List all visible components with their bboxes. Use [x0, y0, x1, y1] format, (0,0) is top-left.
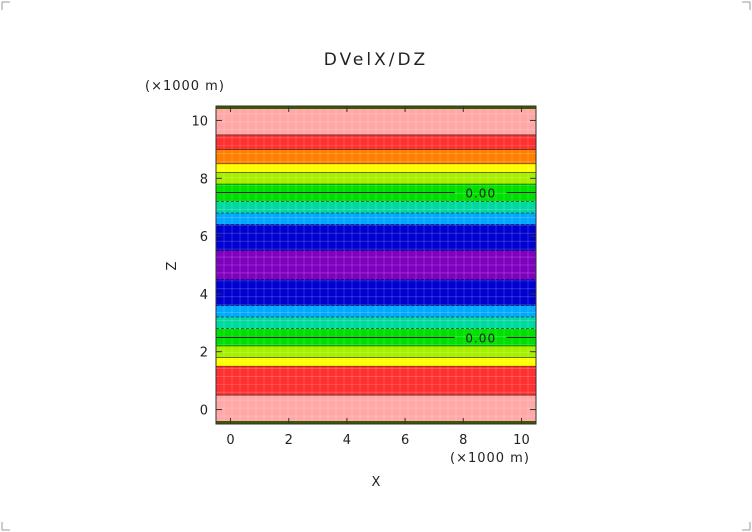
corner-mark-top-right: [742, 1, 751, 10]
heatmap-bands: [216, 106, 536, 424]
heatmap-band-16: [216, 134, 536, 150]
chart-title: DVelX/DZ: [324, 50, 428, 70]
heatmap-band-13: [216, 172, 536, 185]
heatmap-band-2: [216, 357, 536, 367]
x-tick-label-4: 4: [343, 433, 351, 448]
y-tick-label-6: 6: [200, 230, 208, 245]
x-tick-label-8: 8: [459, 433, 467, 448]
x-tick-label-0: 0: [226, 433, 234, 448]
y-tick-label-4: 4: [200, 288, 208, 303]
bottom-edge-strip: [216, 421, 536, 424]
heatmap-band-9: [216, 224, 536, 251]
x-axis-unit-label: (×1000 m): [450, 451, 530, 466]
x-axis-ticks: 0 2 4 6 8 10: [226, 106, 530, 448]
heatmap-band-17: [216, 106, 536, 135]
y-tick-label-2: 2: [200, 346, 208, 361]
y-axis-ticks: 0 2 4 6 8 10: [191, 114, 536, 419]
heatmap-band-11: [216, 201, 536, 213]
heatmap-band-14: [216, 163, 536, 173]
heatmap-band-15: [216, 149, 536, 164]
heatmap-band-5: [216, 317, 536, 329]
plot-frame: [215, 105, 537, 425]
contour-label-1: 0.00: [465, 187, 496, 201]
heatmap-band-7: [216, 279, 536, 306]
y-tick-label-8: 8: [200, 172, 208, 187]
y-tick-label-10: 10: [191, 114, 208, 129]
heatmap-band-6: [216, 305, 536, 318]
x-tick-label-6: 6: [401, 433, 409, 448]
heatmap-band-3: [216, 345, 536, 358]
heatmap-band-1: [216, 366, 536, 396]
top-edge-strip: [216, 106, 536, 109]
contour-lines: 0.00 0.00: [216, 134, 536, 396]
contour-label-0: 0.00: [465, 331, 496, 345]
heatmap-band-0: [216, 395, 536, 424]
x-tick-label-2: 2: [285, 433, 293, 448]
heatmap-band-8: [216, 250, 536, 280]
corner-mark-bottom-right: [742, 522, 751, 531]
mesh-grid: [216, 106, 536, 424]
y-tick-label-0: 0: [200, 404, 208, 419]
x-axis-label: X: [372, 475, 381, 490]
corner-mark-bottom-left: [1, 522, 10, 531]
y-axis-label: Z: [165, 261, 180, 270]
corner-mark-top-left: [1, 1, 10, 10]
heatmap-band-10: [216, 212, 536, 225]
y-axis-unit-label: (×1000 m): [145, 79, 225, 94]
x-tick-label-10: 10: [513, 433, 530, 448]
